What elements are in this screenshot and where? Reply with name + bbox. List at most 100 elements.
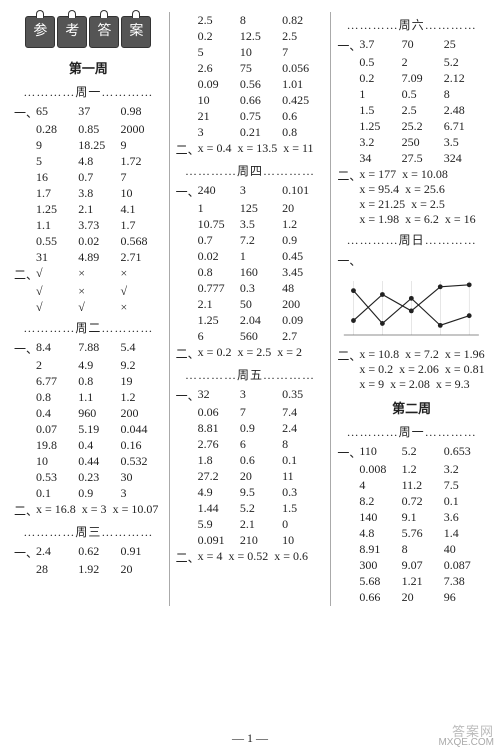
answer-value: 0.53 [36, 470, 78, 485]
col2-thu-sec2: 二、 x = 0.2x = 2.5x = 2 [176, 345, 325, 362]
answer-row: 8.20.720.1 [337, 494, 486, 509]
answer-value: 1.01 [282, 77, 324, 92]
answer-value: 0.3 [240, 281, 282, 296]
answer-value: 0.02 [198, 249, 240, 264]
answer-value: 1.72 [120, 154, 162, 169]
answer-value: 31 [36, 250, 78, 265]
answer-value: 65 [36, 104, 78, 121]
answer-value: 4.9 [198, 485, 240, 500]
answer-value: 2.5 [198, 13, 240, 28]
title-plaque: 考 [57, 16, 87, 48]
answer-row: 3427.5324 [337, 151, 486, 166]
column-2: 2.580.820.212.52.551072.6750.0560.090.56… [169, 12, 331, 606]
answer-value: 11.2 [402, 478, 444, 493]
answer-value: 0.23 [78, 470, 120, 485]
answer-value: 4 [359, 478, 401, 493]
equation-value: x = 6.2 [405, 212, 439, 227]
answer-row: 210.750.6 [176, 109, 325, 124]
answer-value: 3 [198, 125, 240, 140]
equation-value: x = 2 [277, 345, 302, 362]
answer-value: 0.16 [120, 438, 162, 453]
answer-value: 9.07 [402, 558, 444, 573]
answer-value: 2 [36, 358, 78, 373]
answer-value: 3.73 [78, 218, 120, 233]
answer-value: 70 [402, 37, 444, 54]
answer-value: 1.7 [120, 218, 162, 233]
answer-value: 250 [402, 135, 444, 150]
answer-value: 1 [359, 87, 401, 102]
equation-value: x = 1.98 [359, 212, 399, 227]
answer-row: √√× [14, 300, 163, 315]
equation-value: x = 2.08 [390, 377, 430, 392]
answer-value: 5 [36, 154, 78, 169]
day-thu-heading: …………周四………… [176, 162, 325, 179]
answer-value: 5.9 [198, 517, 240, 532]
answer-value: 8.4 [36, 340, 78, 357]
answer-value: 10 [198, 93, 240, 108]
answer-value: 6 [240, 437, 282, 452]
answer-value: 0.21 [240, 125, 282, 140]
col3-sat-sec2: 二、 x = 177x = 10.08x = 95.4x = 25.6x = 2… [337, 167, 486, 227]
answer-value: 75 [240, 61, 282, 76]
answer-row: 3009.070.087 [337, 558, 486, 573]
answer-row: 54.81.72 [14, 154, 163, 169]
answer-row: 1.73.810 [14, 186, 163, 201]
answer-value: 30 [120, 470, 162, 485]
equation-value: x = 2.06 [399, 362, 439, 377]
equation-value: x = 0.2 [359, 362, 393, 377]
answer-value: 28 [36, 562, 78, 577]
answer-row: 1409.13.6 [337, 510, 486, 525]
column-3: …………周六………… 一、3.770250.525.20.27.092.1210… [330, 12, 492, 606]
answer-value: 20 [282, 201, 324, 216]
answer-row: 1.252.040.09 [176, 313, 325, 328]
answer-row: 2.580.82 [176, 13, 325, 28]
answer-row: 1.445.21.5 [176, 501, 325, 516]
answer-row: 一、2.40.620.91 [14, 544, 163, 561]
answer-value: 300 [359, 558, 401, 573]
answer-row: 一、1105.20.653 [337, 444, 486, 461]
answer-value: 3.2 [359, 135, 401, 150]
answer-row: 一、8.47.885.4 [14, 340, 163, 357]
answer-value: 0.568 [120, 234, 162, 249]
answer-value: 4.89 [78, 250, 120, 265]
answer-value: 1.8 [198, 453, 240, 468]
answer-row: 0.77.20.9 [176, 233, 325, 248]
answer-row: 二、√×× [14, 266, 163, 283]
answer-value: 4.8 [359, 526, 401, 541]
answer-row: 5107 [176, 45, 325, 60]
answer-value: 0.35 [282, 387, 324, 404]
equation-value: x = 21.25 [359, 197, 405, 212]
answer-value: 2.5 [402, 103, 444, 118]
answer-value: 324 [444, 151, 486, 166]
answer-value: 7 [120, 170, 162, 185]
answer-value: 0.091 [198, 533, 240, 548]
answer-value: 8.91 [359, 542, 401, 557]
answer-value: 3.7 [359, 37, 401, 54]
answer-value: 125 [240, 201, 282, 216]
equation-value: x = 0.81 [445, 362, 485, 377]
answer-value: 5 [198, 45, 240, 60]
answer-value: 37 [78, 104, 120, 121]
answer-row: 0.0677.4 [176, 405, 325, 420]
answer-row: 5.681.217.38 [337, 574, 486, 589]
answer-value: 3.2 [444, 462, 486, 477]
section-label: 一、 [337, 444, 359, 461]
answer-value: 160 [240, 265, 282, 280]
answer-value: 0.72 [402, 494, 444, 509]
answer-row: 8.91840 [337, 542, 486, 557]
answer-row: 10.753.51.2 [176, 217, 325, 232]
answer-value: 50 [240, 297, 282, 312]
answer-value: 3.8 [78, 186, 120, 201]
section-label: 一、 [14, 544, 36, 561]
answer-value: 2.1 [78, 202, 120, 217]
answer-value: 27.5 [402, 151, 444, 166]
answer-value: 1.92 [78, 562, 120, 577]
answer-value: 2.6 [198, 61, 240, 76]
answer-value: 200 [120, 406, 162, 421]
answer-value: 1.25 [198, 313, 240, 328]
answer-value: 0.28 [36, 122, 78, 137]
answer-row: 0.09121010 [176, 533, 325, 548]
answer-value: 0.101 [282, 183, 324, 200]
answer-value: 0.777 [198, 281, 240, 296]
day-mon-heading: …………周一………… [14, 83, 163, 100]
